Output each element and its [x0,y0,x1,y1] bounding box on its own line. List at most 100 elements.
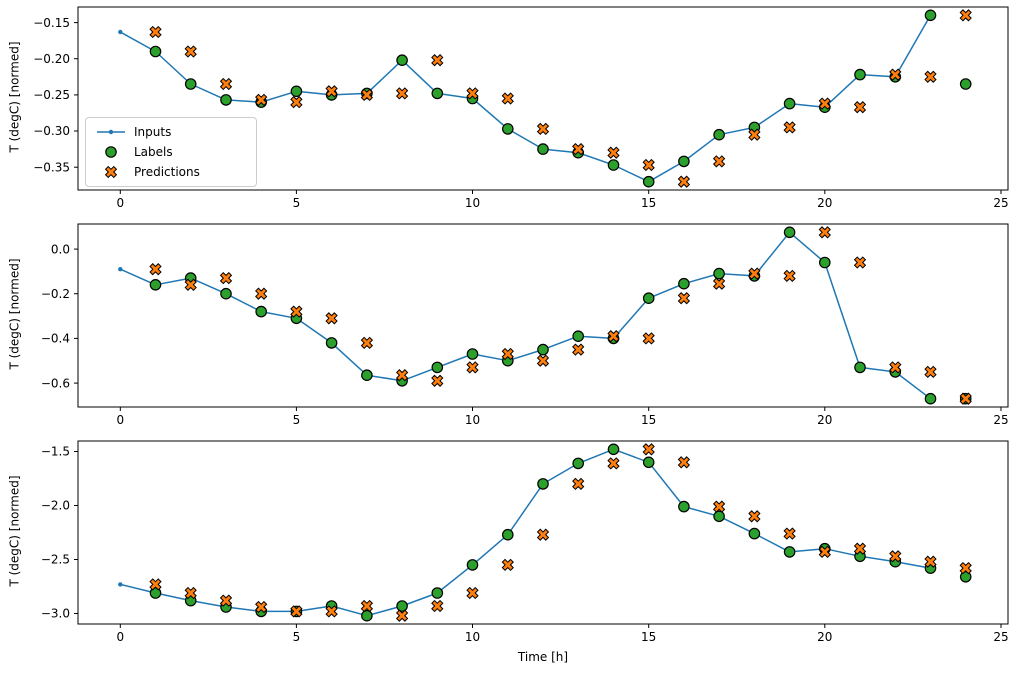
x-tick-label: 15 [641,413,656,427]
labels-marker [924,9,937,22]
labels-marker [396,600,408,612]
predictions-marker [184,278,197,291]
inputs-line-icon [97,129,125,135]
inputs-marker [118,582,123,587]
predictions-marker [607,457,620,470]
labels-marker [607,159,620,171]
x-axis-label: Time [h] [517,650,569,664]
inputs-line [119,231,931,400]
predictions-marker [572,343,585,356]
labels-marker [713,267,725,280]
labels-marker [396,54,408,66]
legend-x-sample [104,165,118,179]
predictions-marker [290,305,303,318]
x-tick-label: 5 [293,413,301,427]
y-tick-label: −3.0 [41,607,70,621]
predictions-marker [642,158,655,172]
y-tick-label: 0.0 [51,242,70,256]
labels-marker [149,278,162,291]
y-tick-label: −2.5 [41,553,70,567]
predictions-marker [959,392,972,405]
predictions-marker [325,312,338,325]
predictions-marker [255,287,268,300]
x-tick-label: 0 [116,196,124,210]
legend-item-predictions: Predictions [96,162,246,182]
predictions-marker [290,95,303,109]
labels-marker [325,337,338,349]
inputs-line [120,448,931,617]
labels-marker [642,456,655,469]
labels-marker [537,343,549,356]
labels-marker [572,457,584,470]
labels-marker [783,97,796,110]
predictions-marker [536,528,550,541]
predictions-marker [184,45,197,58]
subplot-2: 0.0 −0.2 −0.4 −0.6 0 5 10 15 20 25 [41,223,1009,427]
y-tick-label: −0.30 [33,124,70,138]
predictions-marker [431,374,444,387]
predictions-marker [889,550,902,563]
predictions-marker [853,542,867,555]
predictions-marker [536,354,550,367]
predictions-marker [431,599,444,613]
predictions-marker [818,545,831,559]
predictions-marker [783,269,796,283]
predictions-marker [677,292,691,305]
labels-marker [748,527,761,540]
inputs-marker [118,267,123,272]
labels-marker [818,256,831,269]
legend-label-predictions: Predictions [134,165,200,179]
predictions-marker [466,361,479,374]
labels-marker [149,45,162,58]
predictions-marker [677,175,691,188]
labels-marker [713,510,725,523]
x-tick-label: 0 [116,413,124,427]
predictions-marker [149,578,162,591]
legend-item-labels: Labels [96,142,246,162]
predictions-marker [325,85,338,98]
x-tick-label: 20 [817,196,832,210]
predictions-marker [219,271,233,285]
labels-marker [501,123,514,135]
predictions-marker [853,101,867,114]
legend-label-inputs: Inputs [134,125,172,139]
predictions-marker [818,226,831,239]
predictions-marker [642,332,655,345]
labels-marker [783,546,796,558]
predictions-marker [607,146,620,159]
predictions-marker [783,121,796,134]
predictions-marker [959,9,972,22]
subplot-3: −1.5 −2.0 −2.5 −3.0 0 5 10 15 20 25 [41,440,1009,644]
x-tick-label: 5 [293,196,301,210]
predictions-marker [395,369,409,382]
y-tick-label: −0.15 [33,16,70,30]
labels-marker [255,305,267,318]
labels-marker [501,528,514,541]
predictions-marker [466,586,479,600]
predictions-marker [748,267,761,280]
x-tick-label: 20 [817,630,832,644]
labels-marker [959,570,972,583]
predictions-marker [536,122,550,136]
labels-marker [431,87,444,100]
y-tick-label: −0.25 [33,88,70,102]
inputs-marker [118,29,123,35]
x-tick-label: 15 [641,196,656,210]
labels-marker [854,361,866,374]
labels-marker [466,348,479,360]
predictions-marker [466,87,479,100]
predictions-marker [712,277,726,290]
labels-marker [537,143,549,155]
y-tick-label: −0.35 [33,160,70,174]
plot-area [77,223,1009,408]
predictions-marker [325,605,338,618]
y-tick-label: −2.0 [41,499,70,513]
predictions-marker [924,555,937,568]
predictions-marker [677,456,691,469]
predictions-x-icon [104,165,118,179]
predictions-marker [853,256,867,269]
labels-marker [466,559,479,571]
labels-marker [537,478,549,490]
predictions-marker [572,142,585,156]
